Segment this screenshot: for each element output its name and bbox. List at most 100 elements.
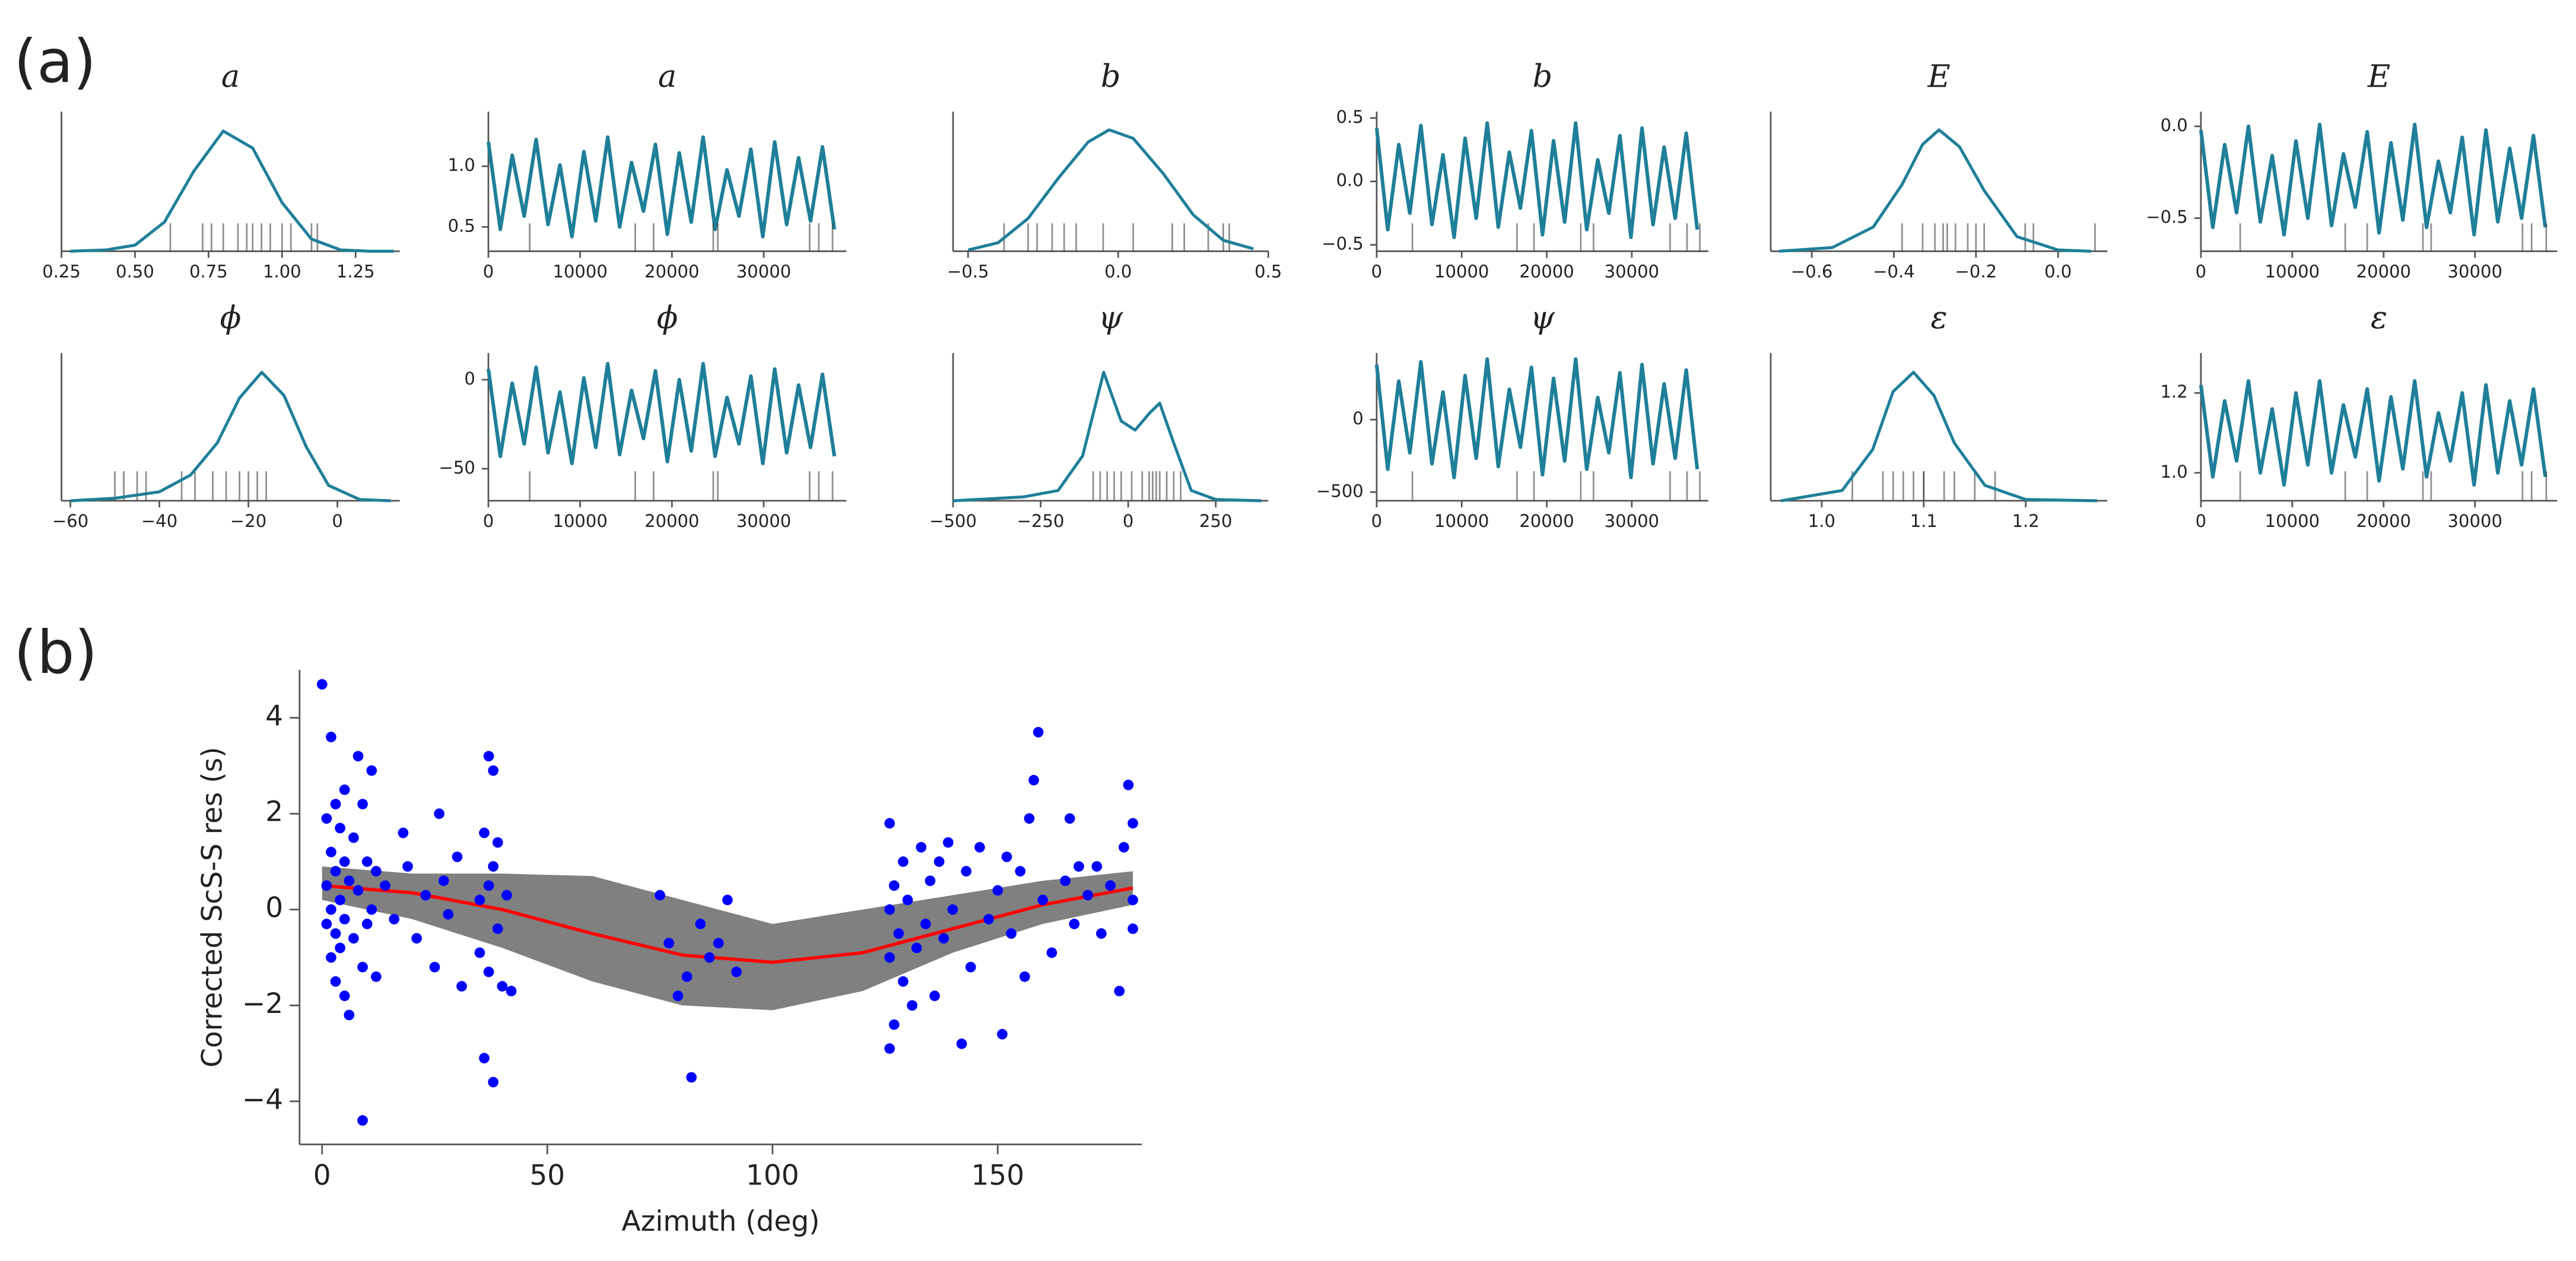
x-tick-label: 30000 bbox=[1605, 261, 1659, 281]
trace-line bbox=[1374, 121, 1700, 239]
data-point bbox=[1006, 928, 1017, 939]
x-tick-label: 20000 bbox=[644, 511, 699, 531]
data-point bbox=[370, 866, 382, 877]
data-point bbox=[366, 904, 377, 915]
data-point bbox=[1127, 923, 1138, 934]
x-tick-label: 20000 bbox=[2356, 261, 2411, 281]
data-point bbox=[947, 904, 958, 915]
data-point bbox=[321, 813, 332, 824]
data-point bbox=[655, 890, 665, 901]
data-point bbox=[1069, 919, 1080, 929]
x-tick-label: 0 bbox=[2196, 511, 2206, 531]
x-tick-label: 10000 bbox=[2265, 511, 2320, 531]
trace-line bbox=[2199, 122, 2548, 237]
y-tick-label: −50 bbox=[439, 458, 475, 478]
data-point bbox=[506, 986, 517, 996]
x-tick-label: 50 bbox=[529, 1159, 565, 1192]
data-point bbox=[326, 846, 336, 857]
y-tick-label: 1.0 bbox=[448, 155, 475, 175]
data-point bbox=[479, 1053, 490, 1064]
data-point bbox=[443, 909, 454, 920]
trace-line bbox=[1374, 357, 1700, 479]
data-point bbox=[907, 1000, 917, 1011]
x-tick-label: 1.25 bbox=[336, 261, 375, 281]
data-point bbox=[339, 784, 350, 795]
data-point bbox=[326, 904, 336, 915]
data-point bbox=[898, 856, 909, 867]
data-point bbox=[483, 751, 494, 762]
density-line bbox=[70, 370, 391, 503]
data-point bbox=[402, 861, 413, 872]
x-tick-label: −250 bbox=[1017, 511, 1065, 531]
data-point bbox=[483, 880, 494, 891]
x-tick-label: 30000 bbox=[2448, 511, 2502, 531]
x-tick-label: 0 bbox=[332, 511, 342, 531]
density-line bbox=[70, 129, 394, 253]
x-tick-label: 150 bbox=[971, 1159, 1024, 1192]
data-point bbox=[713, 938, 724, 949]
data-point bbox=[997, 1028, 1008, 1040]
x-tick-label: 20000 bbox=[2356, 511, 2411, 531]
panel-label: (b) bbox=[14, 619, 97, 687]
data-point bbox=[330, 799, 341, 809]
x-tick-label: −60 bbox=[52, 511, 88, 531]
data-point bbox=[488, 1076, 499, 1088]
data-point bbox=[1033, 727, 1044, 738]
data-point bbox=[920, 919, 931, 929]
x-tick-label: 250 bbox=[1199, 511, 1232, 531]
data-point bbox=[321, 919, 332, 929]
x-tick-label: 20000 bbox=[1519, 511, 1574, 531]
x-tick-label: 1.00 bbox=[263, 261, 301, 281]
data-point bbox=[942, 837, 954, 848]
x-tick-label: 20000 bbox=[644, 261, 699, 281]
data-point bbox=[488, 765, 499, 776]
data-point bbox=[335, 822, 345, 834]
data-point bbox=[1127, 818, 1138, 829]
data-point bbox=[366, 765, 377, 776]
subplot-title: ψ bbox=[1530, 300, 1555, 336]
data-point bbox=[456, 981, 467, 992]
x-tick-label: 30000 bbox=[736, 261, 791, 281]
x-tick-label: 0 bbox=[483, 261, 494, 281]
data-point bbox=[663, 938, 675, 949]
panel-label: (a) bbox=[14, 28, 96, 96]
data-point bbox=[348, 832, 359, 843]
data-point bbox=[884, 818, 895, 829]
data-point bbox=[1015, 866, 1026, 877]
x-tick-label: 10000 bbox=[552, 511, 607, 531]
data-point bbox=[344, 1009, 355, 1021]
data-point bbox=[933, 856, 945, 867]
x-tick-label: −0.4 bbox=[1873, 261, 1915, 281]
data-point bbox=[339, 856, 350, 867]
y-tick-label: 4 bbox=[265, 700, 283, 732]
subplot-title: ε bbox=[1930, 300, 1947, 336]
data-point bbox=[474, 947, 485, 958]
data-point bbox=[672, 990, 684, 1002]
x-tick-label: 1.0 bbox=[1808, 511, 1835, 531]
subplot-title: E bbox=[2367, 58, 2390, 94]
y-tick-label: 1.2 bbox=[2161, 382, 2188, 402]
data-point bbox=[884, 952, 895, 963]
x-tick-label: 10000 bbox=[2265, 261, 2320, 281]
data-point bbox=[686, 1072, 697, 1083]
data-point bbox=[348, 933, 359, 944]
y-tick-label: −0.5 bbox=[2146, 207, 2188, 227]
fit-line bbox=[322, 884, 1133, 964]
data-point bbox=[1019, 971, 1030, 982]
data-point bbox=[893, 928, 904, 939]
data-point bbox=[1060, 875, 1071, 887]
x-tick-label: −40 bbox=[141, 511, 177, 531]
data-point bbox=[335, 942, 345, 954]
data-point bbox=[884, 904, 895, 915]
data-point bbox=[1064, 813, 1075, 824]
y-tick-label: 0.5 bbox=[1336, 107, 1364, 127]
data-point bbox=[501, 890, 512, 901]
data-point bbox=[1037, 894, 1049, 906]
y-tick-label: 0.0 bbox=[1336, 170, 1364, 190]
subplot-title: ϕ bbox=[657, 300, 678, 336]
data-point bbox=[398, 827, 409, 838]
data-point bbox=[965, 961, 976, 973]
data-point bbox=[961, 866, 972, 877]
subplot-title: ψ bbox=[1098, 300, 1123, 336]
